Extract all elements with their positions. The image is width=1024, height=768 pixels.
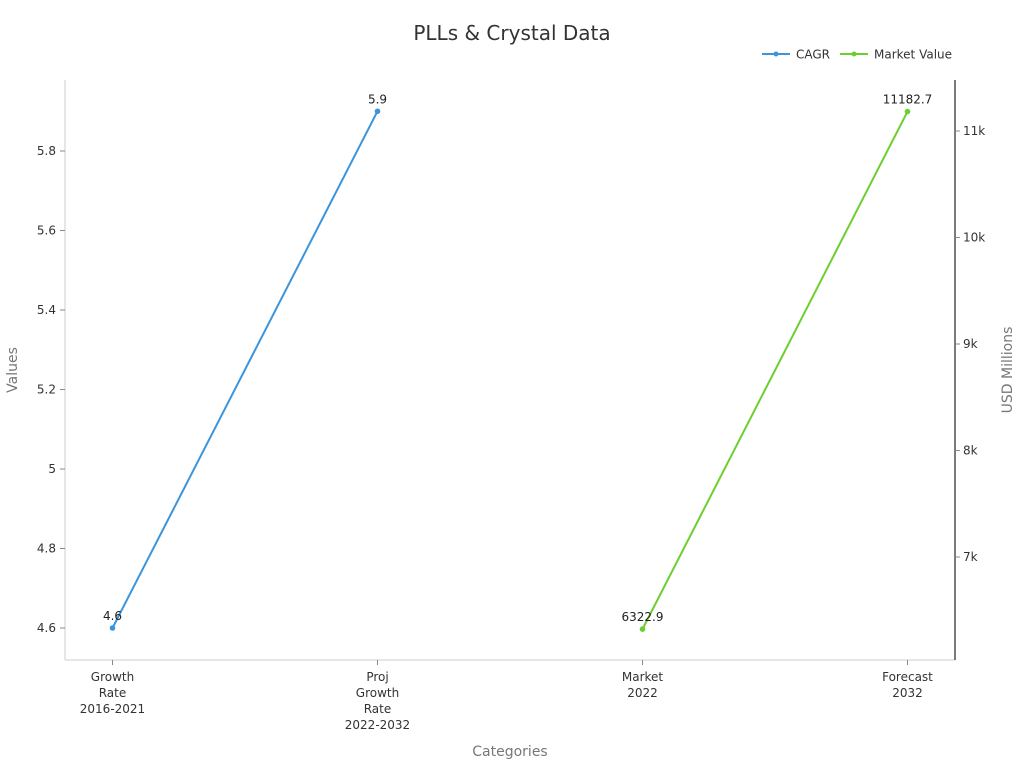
legend-item-cagr[interactable]: CAGR [762,48,830,62]
legend-label: CAGR [796,48,830,62]
legend-item-market-value[interactable]: Market Value [840,48,952,62]
data-point[interactable] [374,108,381,115]
y2-axis-title: USD Millions [1000,327,1016,414]
data-label: 4.6 [103,609,122,623]
x-tick-label: Rate [364,702,392,716]
y-tick-label: 4.8 [37,542,56,556]
y2-tick-label: 10k [963,231,985,245]
x-tick-label: Forecast [882,670,933,684]
y-tick-label: 5 [48,462,56,476]
y-tick-label: 4.6 [37,621,56,635]
x-axis-title: Categories [472,744,547,760]
x-tick-label: Proj [366,670,388,684]
y-tick-label: 5.8 [37,144,56,158]
x-tick-label: Rate [99,686,127,700]
data-label: 6322.9 [622,610,664,624]
data-point[interactable] [109,625,116,631]
x-axis-ticks: Growth Rate 2016-2021 Proj Growth Rate 2022-20… [80,660,933,732]
y2-tick-label: 7k [963,550,978,564]
legend: CAGR Market Value [762,48,952,62]
x-tick-label: 2032 [892,686,923,700]
y-axis-title: Values [5,347,21,393]
y-tick-label: 5.4 [37,303,56,317]
data-label: 5.9 [368,92,387,106]
series-line-cagr [111,110,379,629]
data-point[interactable] [904,108,911,115]
y-tick-label: 5.6 [37,224,56,238]
x-tick-label: Market [622,670,664,684]
data-point[interactable] [639,626,646,632]
x-tick-label: 2022-2032 [345,718,410,732]
legend-label: Market Value [874,48,952,62]
x-tick-label: Growth [91,670,134,684]
right-axis-ticks: 7k 8k 9k 10k 11k [955,124,985,564]
x-tick-label: 2016-2021 [80,702,145,716]
legend-marker-icon [773,51,779,57]
chart-title: PLLs & Crystal Data [413,21,610,45]
left-axis-ticks: 4.6 4.8 5 5.2 5.4 5.6 5.8 [37,144,65,635]
series-layer: 4.6 5.9 6322.9 11182.7 [103,92,932,632]
y2-tick-label: 9k [963,337,978,351]
series-line-market-value [641,111,909,630]
legend-marker-icon [851,51,857,57]
y-tick-label: 5.2 [37,383,56,397]
y2-tick-label: 8k [963,444,978,458]
x-tick-label: 2022 [627,686,658,700]
y2-tick-label: 11k [963,124,985,138]
x-tick-label: Growth [356,686,399,700]
data-label: 11182.7 [883,93,933,107]
